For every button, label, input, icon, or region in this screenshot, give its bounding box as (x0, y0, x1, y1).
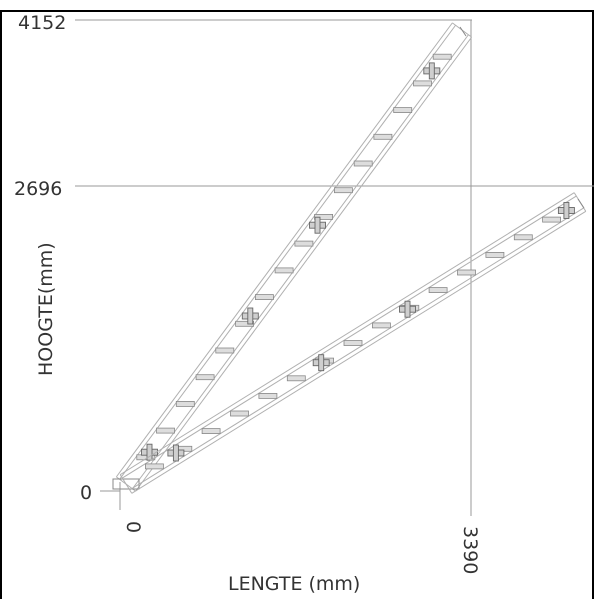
ladder-steep-hinge-bolt (428, 62, 435, 80)
ladder-shallow-foot (119, 474, 133, 494)
ladder-steep-hinge (309, 216, 326, 234)
ladder-steep-stile-2 (132, 34, 469, 490)
ladder-shallow (119, 192, 587, 494)
y-axis-label: HOOGTE(mm) (35, 242, 57, 376)
x-axis-label: LENGTE (mm) (228, 573, 360, 595)
x-tick-label-zero: 0 (122, 521, 144, 533)
ladder-steep-hinge (141, 443, 158, 461)
ladder-steep-rung (333, 187, 353, 194)
ladder-shallow-hinge (167, 444, 185, 462)
ladder-shallow-rung (343, 340, 363, 346)
ladder-shallow-rung (144, 463, 164, 470)
ladder-shallow-stile-1 (122, 195, 577, 479)
guide-lines (75, 19, 594, 516)
ladder-shallow-hinge-bolt (563, 202, 570, 219)
ladder-shallow-rung (485, 251, 505, 258)
ladder-shallow-rung (371, 322, 391, 329)
ladder-steep-top-marker (459, 26, 467, 37)
ladder-shallow-stile-2 (129, 207, 584, 491)
x-tick-label-length: 3390 (459, 526, 481, 574)
ladder-steep-stile-0 (115, 22, 453, 478)
ladder-steep (112, 22, 473, 492)
ladder-shallow-rung (286, 375, 306, 382)
ladder-steep-rung (294, 240, 314, 247)
ladder-shallow-hinge (312, 354, 330, 372)
ladder-shallow-rung (428, 287, 448, 294)
ladder-shallow-rung (542, 216, 561, 223)
ladder-steep-stile-1 (119, 24, 456, 480)
ladder-steep-rung (274, 267, 294, 274)
ladder-shallow-hinge (399, 300, 416, 318)
ladder-shallow-hinge (557, 202, 575, 219)
y-tick-label-zero: 0 (80, 482, 92, 504)
ladder-steep-hinge-bolt (314, 216, 321, 234)
ladder-steep-hinge-bolt (247, 307, 254, 325)
ladder-shallow-stile-3 (131, 210, 587, 494)
ladder-steep-rung (373, 133, 393, 140)
ladder-shallow-hinge-bolt (172, 444, 179, 462)
y-tick-label-top: 4152 (18, 12, 66, 34)
ladder-shallow-stile-0 (119, 192, 575, 476)
ladder-steep-rung (156, 427, 175, 434)
ladder-steep-hinge (423, 62, 441, 80)
ladder-steep-rung (353, 160, 373, 167)
ladder-shallow-rung (513, 234, 533, 241)
ladder-shallow-hinge-bolt (404, 300, 411, 318)
ladder-shallow-rung (201, 428, 221, 435)
ladder-shallow-rung (230, 410, 249, 417)
ladder-steep-rung (393, 107, 413, 113)
y-tick-label-mid: 2696 (14, 178, 62, 200)
ladder-steep-stile-3 (135, 36, 473, 492)
ladder-steep-rung (254, 294, 274, 301)
ladder-shallow-rung (457, 269, 476, 276)
ladder-steep-rung (235, 320, 255, 327)
ladder-shallow-top-marker (577, 198, 585, 209)
ladder-steep-hinge (241, 307, 259, 325)
ladder-shallow-hinge-bolt (318, 354, 325, 372)
ladder-steep-rung (432, 53, 452, 60)
ladder-steep-rung (175, 400, 195, 407)
ladder-steep-hinge-bolt (146, 443, 153, 461)
ladder-steep-rung (195, 374, 215, 381)
ladder-steep-rung (413, 80, 432, 87)
ladder-shallow-rung (258, 392, 278, 399)
ladder-steep-rung (215, 347, 235, 354)
